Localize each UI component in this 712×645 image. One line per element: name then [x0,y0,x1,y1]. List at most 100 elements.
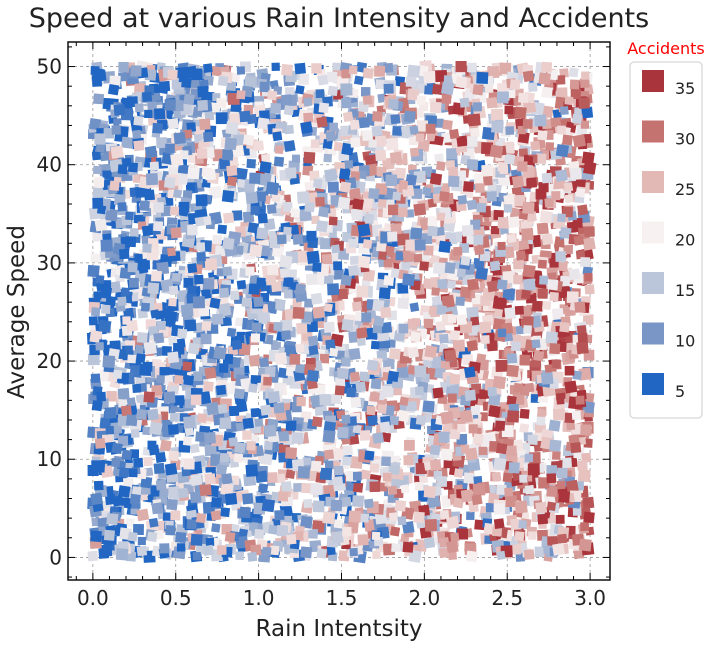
data-point [532,300,543,312]
data-point [330,530,344,545]
data-point [350,137,361,148]
data-point [493,308,504,318]
data-point [493,518,505,530]
data-point [410,227,423,240]
data-point [437,278,448,290]
scatter-points [86,60,597,564]
data-point [196,242,206,252]
data-point [221,149,234,161]
data-point [218,363,229,373]
data-point [93,165,102,175]
data-point [465,550,478,563]
data-point [509,207,522,219]
data-point [181,77,192,89]
data-point [170,510,181,521]
data-point [87,264,100,278]
data-point [383,83,394,94]
data-point [479,321,492,334]
data-point [265,274,277,286]
data-point [322,511,336,525]
data-point [273,156,285,167]
data-point [153,108,166,120]
data-point [128,468,138,478]
data-point [283,226,292,236]
data-point [215,112,228,125]
data-point [291,154,301,163]
legend: Accidents 35 30 25 20 15 10 5 [627,39,705,419]
data-point [514,531,525,542]
data-point [531,339,541,349]
data-point [398,180,409,190]
data-point [224,531,236,543]
data-point [469,127,480,138]
data-point [247,222,260,234]
data-point [256,227,269,240]
data-point [133,115,144,126]
data-point [143,391,155,403]
data-point [352,198,364,210]
data-point [88,316,98,326]
data-point [136,508,150,522]
data-point [424,345,438,359]
data-point [94,438,106,449]
data-point [147,408,159,421]
data-point [341,496,352,508]
data-point [221,473,233,485]
data-point [117,164,128,175]
data-point [196,251,206,262]
y-tick-label: 30 [37,251,62,275]
legend-swatch [642,373,664,395]
data-point [187,342,200,355]
data-point [427,225,438,237]
data-point [292,306,305,320]
data-point [398,323,409,334]
data-point [341,414,351,424]
data-point [125,414,138,427]
data-point [361,279,371,288]
data-point [250,333,261,343]
data-point [409,302,420,313]
data-point [427,216,438,227]
data-point [224,492,238,506]
data-point [353,75,364,86]
data-point [250,205,260,215]
data-point [528,531,537,540]
data-point [557,533,568,544]
data-point [311,416,323,428]
data-point [423,318,434,329]
data-point [348,238,358,249]
data-point [472,483,486,496]
data-point [407,64,421,78]
data-point [456,314,468,326]
data-point [439,509,450,520]
data-point [266,204,277,214]
data-point [435,320,446,332]
data-point [411,318,421,327]
data-point [268,524,279,535]
data-point [90,492,104,506]
data-point [441,94,452,104]
data-point [551,191,561,201]
data-point [584,284,595,295]
data-point [504,307,517,320]
data-point [213,346,227,360]
data-point [489,144,504,159]
data-point [535,188,547,200]
data-point [222,266,233,277]
data-point [222,212,235,224]
data-point [503,204,513,213]
data-point [291,432,304,444]
legend-label: 5 [675,382,685,401]
data-point [324,168,338,182]
data-point [110,145,124,159]
data-point [562,134,573,146]
data-point [522,70,535,83]
data-point [549,439,562,452]
data-point [217,403,228,414]
data-point [132,129,142,140]
data-point [93,93,105,105]
data-point [272,131,283,142]
data-point [125,236,137,248]
data-point [541,172,553,184]
data-point [127,162,139,173]
